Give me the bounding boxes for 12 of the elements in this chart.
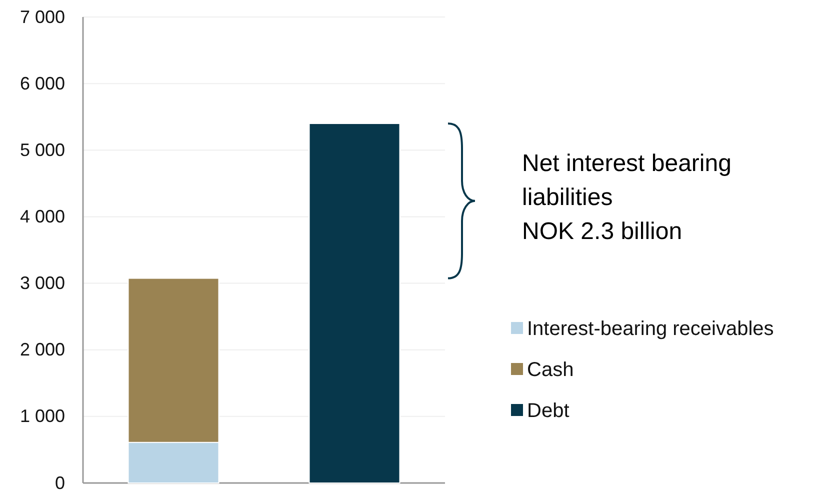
text: Net interest bearing liabilities NOK 2.3 billion	[522, 150, 732, 245]
legend-label: Cash	[527, 359, 574, 381]
y-tick-label: 1 000	[20, 406, 65, 426]
y-tick-label: 3 000	[20, 273, 65, 294]
y-tick-label: 7 000	[20, 6, 65, 27]
legend-label: Debt	[527, 400, 570, 422]
y-tick-label: 6 000	[20, 73, 65, 94]
y-tick-label: 2 000	[20, 340, 65, 360]
legend-label: Interest-bearing receivables	[527, 318, 774, 340]
y-tick-label: 4 000	[20, 206, 65, 226]
y-tick-label: 5 000	[20, 140, 65, 160]
y-tick-label: 0	[54, 472, 65, 492]
